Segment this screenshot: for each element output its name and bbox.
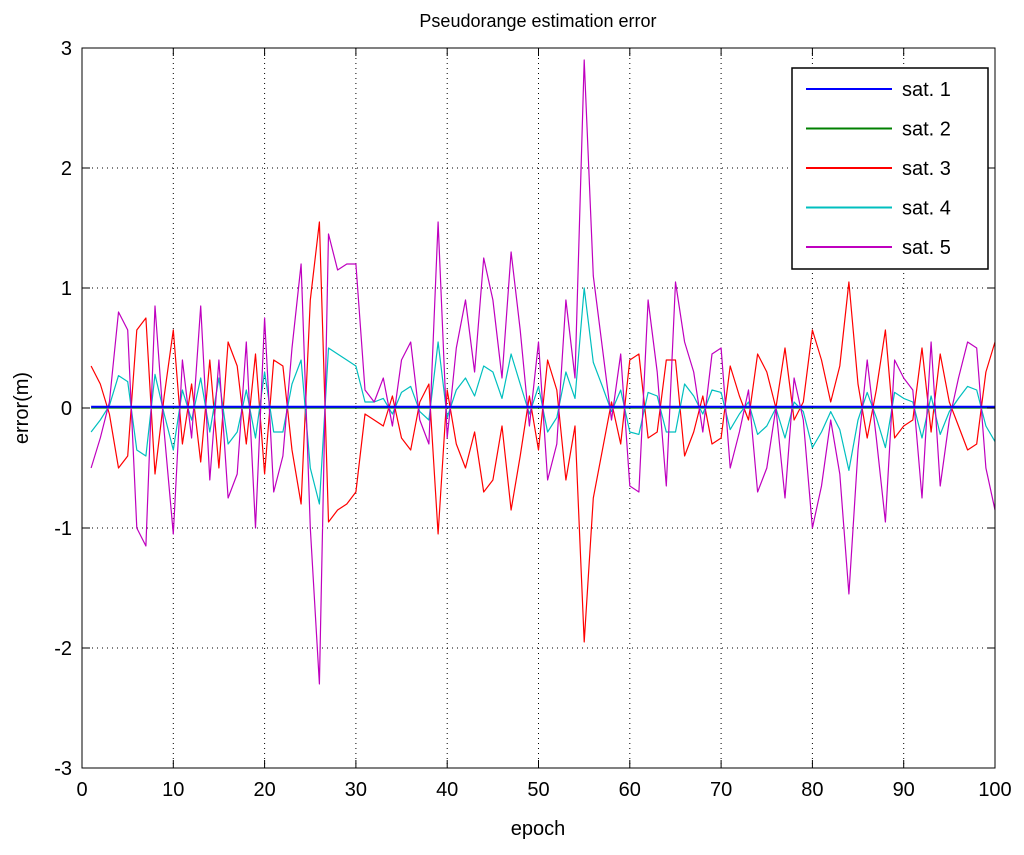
y-axis-label: error(m): [11, 372, 33, 444]
x-tick-label: 100: [978, 779, 1011, 801]
y-tick-label: -2: [54, 638, 72, 660]
y-tick-label: 3: [61, 38, 72, 60]
x-tick-label: 30: [345, 779, 367, 801]
x-tick-label: 20: [253, 779, 275, 801]
y-tick-label: 2: [61, 158, 72, 180]
series-line-sat-5: [90, 59, 996, 685]
x-tick-label: 80: [801, 779, 823, 801]
x-tick-label: 10: [162, 779, 184, 801]
y-tick-label: 0: [61, 398, 72, 420]
x-axis-label: epoch: [511, 818, 566, 840]
legend-label-sat-3: sat. 3: [902, 158, 951, 180]
chart-title: Pseudorange estimation error: [419, 11, 656, 31]
legend-label-sat-5: sat. 5: [902, 237, 951, 259]
legend-label-sat-1: sat. 1: [902, 79, 951, 101]
legend: sat. 1 sat. 2 sat. 3 sat. 4 sat. 5: [791, 67, 989, 270]
legend-label-sat-4: sat. 4: [902, 198, 951, 220]
x-tick-label: 70: [710, 779, 732, 801]
series-lines: [90, 59, 996, 685]
y-tick-label: -1: [54, 518, 72, 540]
x-tick-label: 40: [436, 779, 458, 801]
legend-label-sat-2: sat. 2: [902, 119, 951, 141]
x-tick-label: 50: [527, 779, 549, 801]
y-tick-label: 1: [61, 278, 72, 300]
x-tick-label: 60: [619, 779, 641, 801]
y-tick-label: -3: [54, 758, 72, 780]
x-tick-label: 90: [893, 779, 915, 801]
x-tick-label: 0: [76, 779, 87, 801]
axis-ticks: 0 10 20 30 40 50 60 70 80 90 100 -3 -2 -1 0 1 2 3: [54, 38, 1011, 801]
